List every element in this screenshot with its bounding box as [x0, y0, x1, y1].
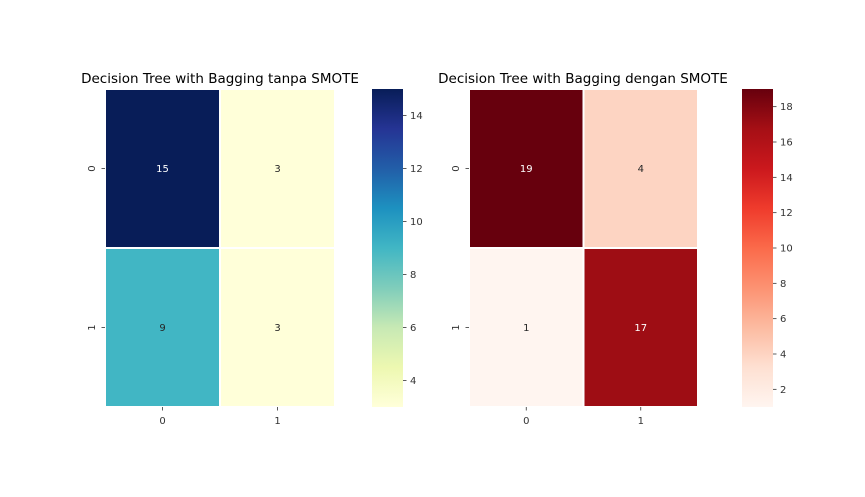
chart-title: Decision Tree with Bagging tanpa SMOTE [81, 71, 359, 87]
x-tick-label: 1 [274, 416, 280, 427]
heatmap-cell [582, 88, 699, 249]
colorbar-tick-label: 4 [780, 350, 786, 361]
colorbar-tick-label: 12 [410, 164, 423, 175]
cell-value-label: 15 [156, 164, 169, 175]
colorbar-tick-label: 16 [780, 138, 793, 149]
heatmap-cell [104, 88, 221, 249]
cell-value-label: 19 [520, 164, 533, 175]
y-tick-label: 1 [87, 324, 98, 330]
colorbar-tick-label: 14 [780, 173, 793, 184]
colorbar [742, 89, 773, 407]
colorbar-tick-label: 4 [410, 376, 416, 387]
y-tick-label: 0 [87, 165, 98, 171]
heatmap-panel-left: Decision Tree with Bagging tanpa SMOTE 15… [81, 71, 423, 427]
heatmap-cell [219, 247, 336, 408]
cell-value-label: 3 [274, 323, 280, 334]
colorbar-tick-label: 10 [410, 217, 423, 228]
colorbar-tick-label: 8 [780, 279, 786, 290]
y-tick-label: 1 [451, 324, 462, 330]
colorbar [372, 89, 403, 407]
x-tick-label: 1 [638, 416, 644, 427]
y-tick-label: 0 [451, 165, 462, 171]
cell-value-label: 9 [159, 323, 165, 334]
heatmap-panel-right: Decision Tree with Bagging dengan SMOTE 1… [438, 71, 793, 427]
cell-value-label: 4 [638, 164, 644, 175]
cell-value-label: 17 [634, 323, 647, 334]
colorbar-tick-label: 2 [780, 385, 786, 396]
cell-value-label: 3 [274, 164, 280, 175]
cell-value-label: 1 [523, 323, 529, 334]
colorbar-tick-label: 12 [780, 208, 793, 219]
chart-title: Decision Tree with Bagging dengan SMOTE [438, 71, 728, 87]
heatmap-cell [104, 247, 221, 408]
x-tick-label: 0 [523, 416, 529, 427]
heatmap-cell [219, 88, 336, 249]
heatmap-cell [468, 247, 585, 408]
colorbar-tick-label: 18 [780, 102, 793, 113]
colorbar-tick-label: 10 [780, 244, 793, 255]
colorbar-tick-label: 14 [410, 111, 423, 122]
x-tick-label: 0 [159, 416, 165, 427]
heatmap-cell [582, 247, 699, 408]
colorbar-tick-label: 6 [780, 314, 786, 325]
colorbar-tick-label: 8 [410, 270, 416, 281]
colorbar-tick-label: 6 [410, 323, 416, 334]
